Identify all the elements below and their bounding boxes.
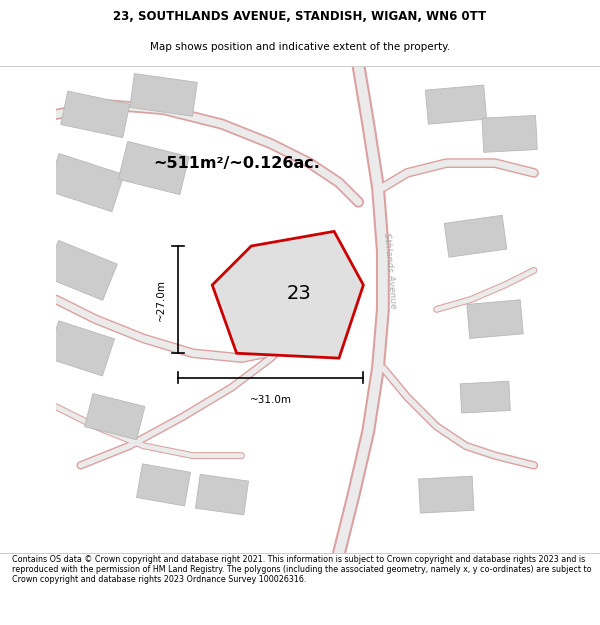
Text: Map shows position and indicative extent of the property.: Map shows position and indicative extent… [150,42,450,52]
Text: ~27.0m: ~27.0m [156,279,166,321]
Text: 23: 23 [287,284,311,302]
Polygon shape [460,381,511,413]
Text: ~511m²/~0.126ac.: ~511m²/~0.126ac. [153,156,320,171]
Polygon shape [467,300,523,339]
Polygon shape [130,74,197,116]
Polygon shape [118,141,189,194]
Polygon shape [212,231,364,358]
Text: Sthlands Avenue: Sthlands Avenue [382,232,398,309]
Polygon shape [425,85,487,124]
Polygon shape [44,241,118,301]
Polygon shape [444,215,507,258]
Polygon shape [61,91,130,138]
Polygon shape [47,321,115,376]
Text: 23, SOUTHLANDS AVENUE, STANDISH, WIGAN, WN6 0TT: 23, SOUTHLANDS AVENUE, STANDISH, WIGAN, … [113,10,487,23]
Text: ~31.0m: ~31.0m [250,394,292,404]
Polygon shape [47,154,124,212]
Polygon shape [482,116,537,152]
Polygon shape [137,464,190,506]
Polygon shape [419,476,474,513]
Polygon shape [85,394,145,439]
Text: Contains OS data © Crown copyright and database right 2021. This information is : Contains OS data © Crown copyright and d… [12,554,592,584]
Polygon shape [196,474,248,515]
